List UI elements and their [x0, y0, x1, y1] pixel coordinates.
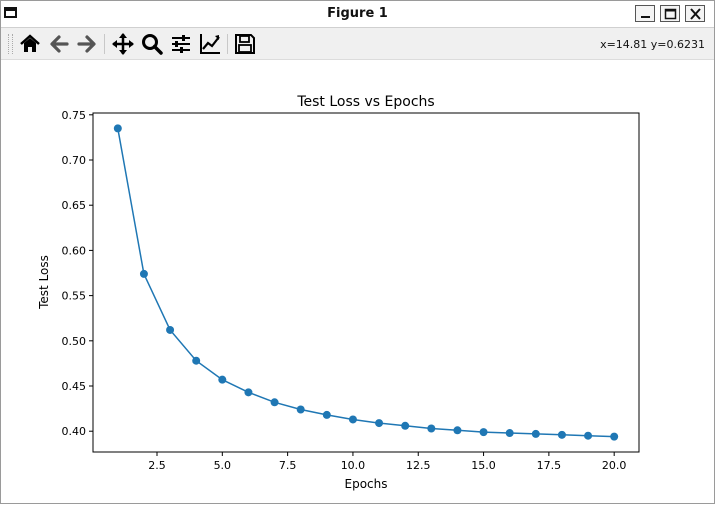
forward-arrow-icon: [77, 35, 96, 53]
data-point[interactable]: [192, 356, 201, 365]
y-tick-label: 0.70: [62, 154, 87, 167]
x-tick-label: 10.0: [341, 459, 366, 472]
pan-icon: [112, 33, 134, 55]
navigation-toolbar: x=14.81 y=0.6231: [1, 28, 714, 60]
y-tick-label: 0.45: [62, 380, 87, 393]
close-icon: [690, 8, 701, 20]
data-point[interactable]: [270, 398, 279, 407]
save-icon: [235, 34, 255, 54]
data-point[interactable]: [505, 429, 514, 438]
data-point[interactable]: [348, 415, 357, 424]
figure-canvas[interactable]: 2.5 5.0 7.5 10.0 12.5 15.0 17.5 20.0 0.40 0.45 0.5…: [1, 60, 714, 503]
data-point[interactable]: [401, 421, 410, 430]
line-chart[interactable]: 2.5 5.0 7.5 10.0 12.5 15.0 17.5 20.0 0.40 0.45 0.5…: [1, 60, 714, 503]
y-tick-label: 0.65: [62, 199, 87, 212]
home-icon: [20, 34, 40, 52]
data-point[interactable]: [139, 269, 148, 278]
pan-button[interactable]: [110, 31, 136, 57]
toolbar-separator: [227, 34, 228, 54]
x-tick-label: 12.5: [406, 459, 431, 472]
data-point[interactable]: [427, 424, 436, 433]
figure-background: [1, 60, 714, 503]
zoom-button[interactable]: [139, 31, 165, 57]
x-tick-label: 7.5: [279, 459, 297, 472]
y-axis-label: Test Loss: [37, 255, 51, 310]
y-tick-label: 0.50: [62, 335, 87, 348]
zoom-icon: [142, 34, 163, 55]
forward-button[interactable]: [74, 31, 100, 57]
data-point[interactable]: [166, 325, 175, 334]
data-point[interactable]: [479, 428, 488, 437]
data-point[interactable]: [375, 419, 384, 428]
title-bar[interactable]: Figure 1: [1, 1, 714, 28]
data-point[interactable]: [244, 388, 253, 397]
window-menu-icon[interactable]: [4, 7, 17, 18]
cursor-coordinates: x=14.81 y=0.6231: [600, 38, 705, 51]
home-button[interactable]: [17, 31, 43, 57]
toolbar-grip[interactable]: [8, 34, 13, 54]
x-tick-label: 5.0: [214, 459, 232, 472]
x-tick-label: 15.0: [471, 459, 496, 472]
data-point[interactable]: [113, 124, 122, 133]
back-arrow-icon: [50, 35, 69, 53]
data-point[interactable]: [584, 431, 593, 440]
data-point[interactable]: [531, 429, 540, 438]
close-button[interactable]: [685, 5, 705, 22]
data-point[interactable]: [453, 426, 462, 435]
toolbar-separator: [104, 34, 105, 54]
data-point[interactable]: [322, 410, 331, 419]
back-button[interactable]: [46, 31, 72, 57]
x-tick-label: 20.0: [602, 459, 627, 472]
x-tick-label: 17.5: [537, 459, 562, 472]
y-tick-label: 0.55: [62, 290, 87, 303]
data-point[interactable]: [557, 430, 566, 439]
minimize-icon: [641, 16, 650, 18]
y-tick-label: 0.60: [62, 244, 87, 257]
data-point[interactable]: [296, 405, 305, 414]
maximize-button[interactable]: [660, 5, 680, 22]
subplots-icon: [172, 35, 190, 53]
x-tick-label: 2.5: [148, 459, 166, 472]
axes-frame: [92, 112, 640, 453]
data-point[interactable]: [610, 432, 619, 441]
maximize-icon: [664, 8, 677, 20]
subplots-button[interactable]: [168, 31, 194, 57]
x-axis-label: Epochs: [345, 477, 388, 491]
y-tick-label: 0.75: [62, 109, 87, 122]
window-title: Figure 1: [327, 6, 388, 21]
save-button[interactable]: [232, 31, 258, 57]
series-line: [117, 128, 615, 438]
minimize-button[interactable]: [635, 5, 655, 22]
y-tick-label: 0.40: [62, 425, 87, 438]
data-point[interactable]: [218, 375, 227, 384]
edit-axis-button[interactable]: [197, 31, 223, 57]
chart-title: Test Loss vs Epochs: [296, 94, 434, 110]
edit-axis-icon: [200, 34, 220, 54]
